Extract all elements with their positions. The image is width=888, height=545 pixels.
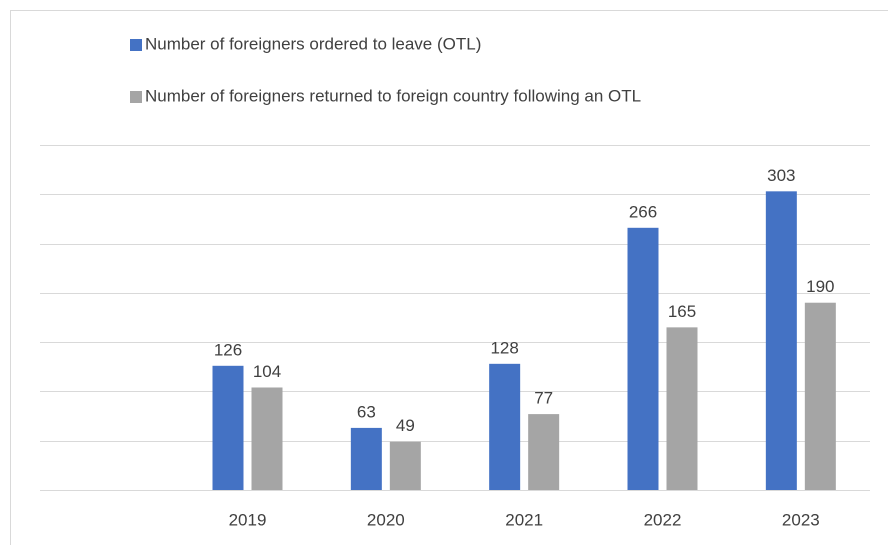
bar (528, 414, 560, 490)
bar (389, 441, 421, 490)
value-label: 49 (396, 416, 415, 435)
x-tick-label: 2022 (644, 510, 682, 529)
x-tick-label: 2021 (505, 510, 543, 529)
x-tick-label: 2020 (367, 510, 405, 529)
x-tick-label: 2023 (782, 510, 820, 529)
value-label: 128 (490, 338, 518, 357)
legend-label: Number of foreigners ordered to leave (O… (145, 34, 481, 53)
legend-label: Number of foreigners returned to foreign… (145, 86, 641, 105)
value-label: 126 (214, 340, 242, 359)
value-label: 77 (534, 389, 553, 408)
value-label: 303 (767, 166, 795, 185)
bar (627, 227, 659, 491)
value-label: 190 (806, 277, 834, 296)
bar (350, 427, 382, 490)
value-label: 165 (668, 302, 696, 321)
value-label: 63 (357, 402, 376, 421)
value-label: 104 (253, 362, 281, 381)
bar (212, 365, 244, 490)
bar (251, 387, 283, 490)
bar (765, 191, 797, 491)
bar (666, 327, 698, 490)
bar (804, 302, 836, 490)
bar (489, 363, 521, 490)
legend-swatch (130, 39, 142, 51)
legend-swatch (130, 91, 142, 103)
value-label: 266 (629, 202, 657, 221)
x-tick-label: 2019 (229, 510, 267, 529)
chart-frame (10, 10, 888, 545)
